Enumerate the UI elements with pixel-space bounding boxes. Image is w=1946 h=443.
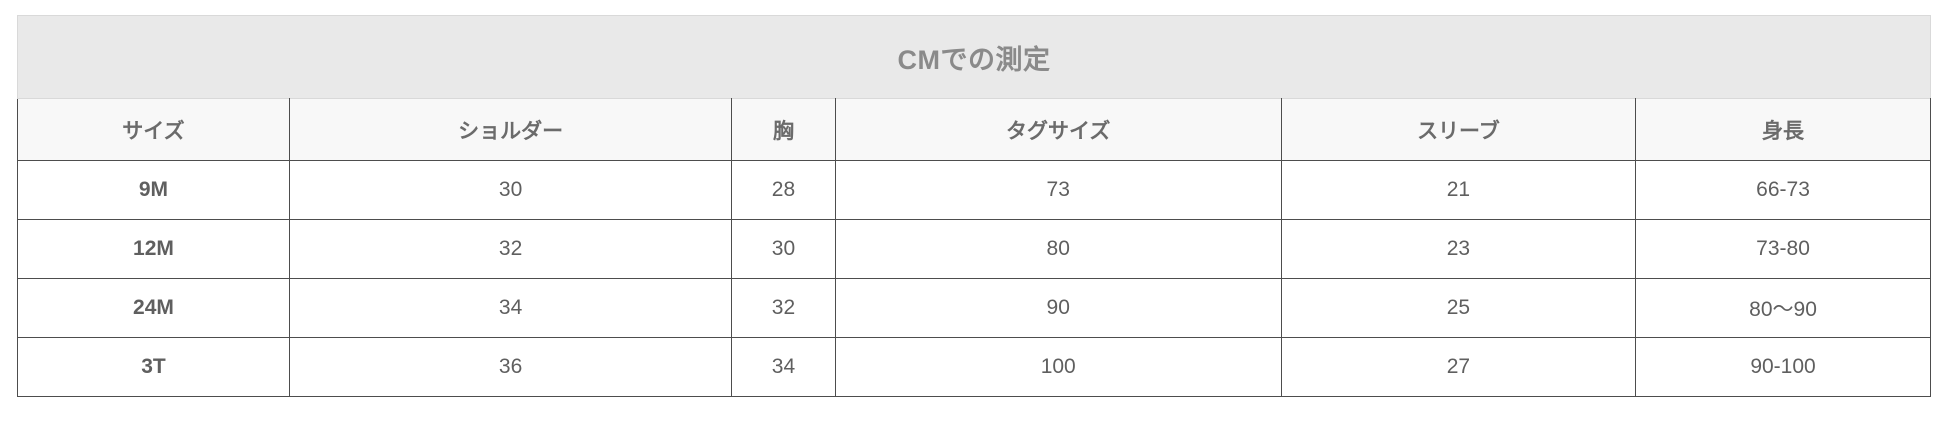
- table-row: 12M 32 30 80 23 73-80: [17, 219, 1931, 279]
- table-cell: 34: [731, 337, 836, 397]
- column-header-chest: 胸: [731, 98, 836, 161]
- table-row: 24M 34 32 90 25 80〜90: [17, 278, 1931, 338]
- header-row: サイズ ショルダー 胸 タグサイズ スリーブ 身長: [17, 98, 1931, 161]
- size-cell: 12M: [17, 219, 290, 279]
- table-cell: 28: [731, 160, 836, 220]
- size-chart: CMでの測定 サイズ ショルダー 胸 タグサイズ スリーブ 身長 9M 30: [17, 15, 1931, 397]
- table-cell: 30: [288, 160, 733, 220]
- table-cell: 73-80: [1635, 219, 1931, 279]
- size-cell: 3T: [17, 337, 290, 397]
- table-cell: 80〜90: [1635, 278, 1931, 338]
- table-cell: 90: [834, 278, 1282, 338]
- table-cell: 32: [288, 219, 733, 279]
- size-cell: 24M: [17, 278, 290, 338]
- table-cell: 90-100: [1635, 337, 1931, 397]
- table-cell: 32: [731, 278, 836, 338]
- table-cell: 23: [1280, 219, 1637, 279]
- table-cell: 66-73: [1635, 160, 1931, 220]
- table-cell: 25: [1280, 278, 1637, 338]
- table-cell: 80: [834, 219, 1282, 279]
- table-cell: 30: [731, 219, 836, 279]
- table-row: 3T 36 34 100 27 90-100: [17, 337, 1931, 397]
- column-header-shoulder: ショルダー: [288, 98, 733, 161]
- column-header-height: 身長: [1635, 98, 1931, 161]
- table-cell: 21: [1280, 160, 1637, 220]
- column-header-size: サイズ: [17, 98, 290, 161]
- table-cell: 36: [288, 337, 733, 397]
- column-header-tag-size: タグサイズ: [834, 98, 1282, 161]
- size-cell: 9M: [17, 160, 290, 220]
- table-row: 9M 30 28 73 21 66-73: [17, 160, 1931, 220]
- table-title: CMでの測定: [17, 15, 1931, 98]
- measurement-table: サイズ ショルダー 胸 タグサイズ スリーブ 身長 9M 30 28 73 21…: [17, 98, 1931, 397]
- table-cell: 100: [834, 337, 1282, 397]
- table-cell: 27: [1280, 337, 1637, 397]
- table-cell: 34: [288, 278, 733, 338]
- table-cell: 73: [834, 160, 1282, 220]
- column-header-sleeve: スリーブ: [1280, 98, 1637, 161]
